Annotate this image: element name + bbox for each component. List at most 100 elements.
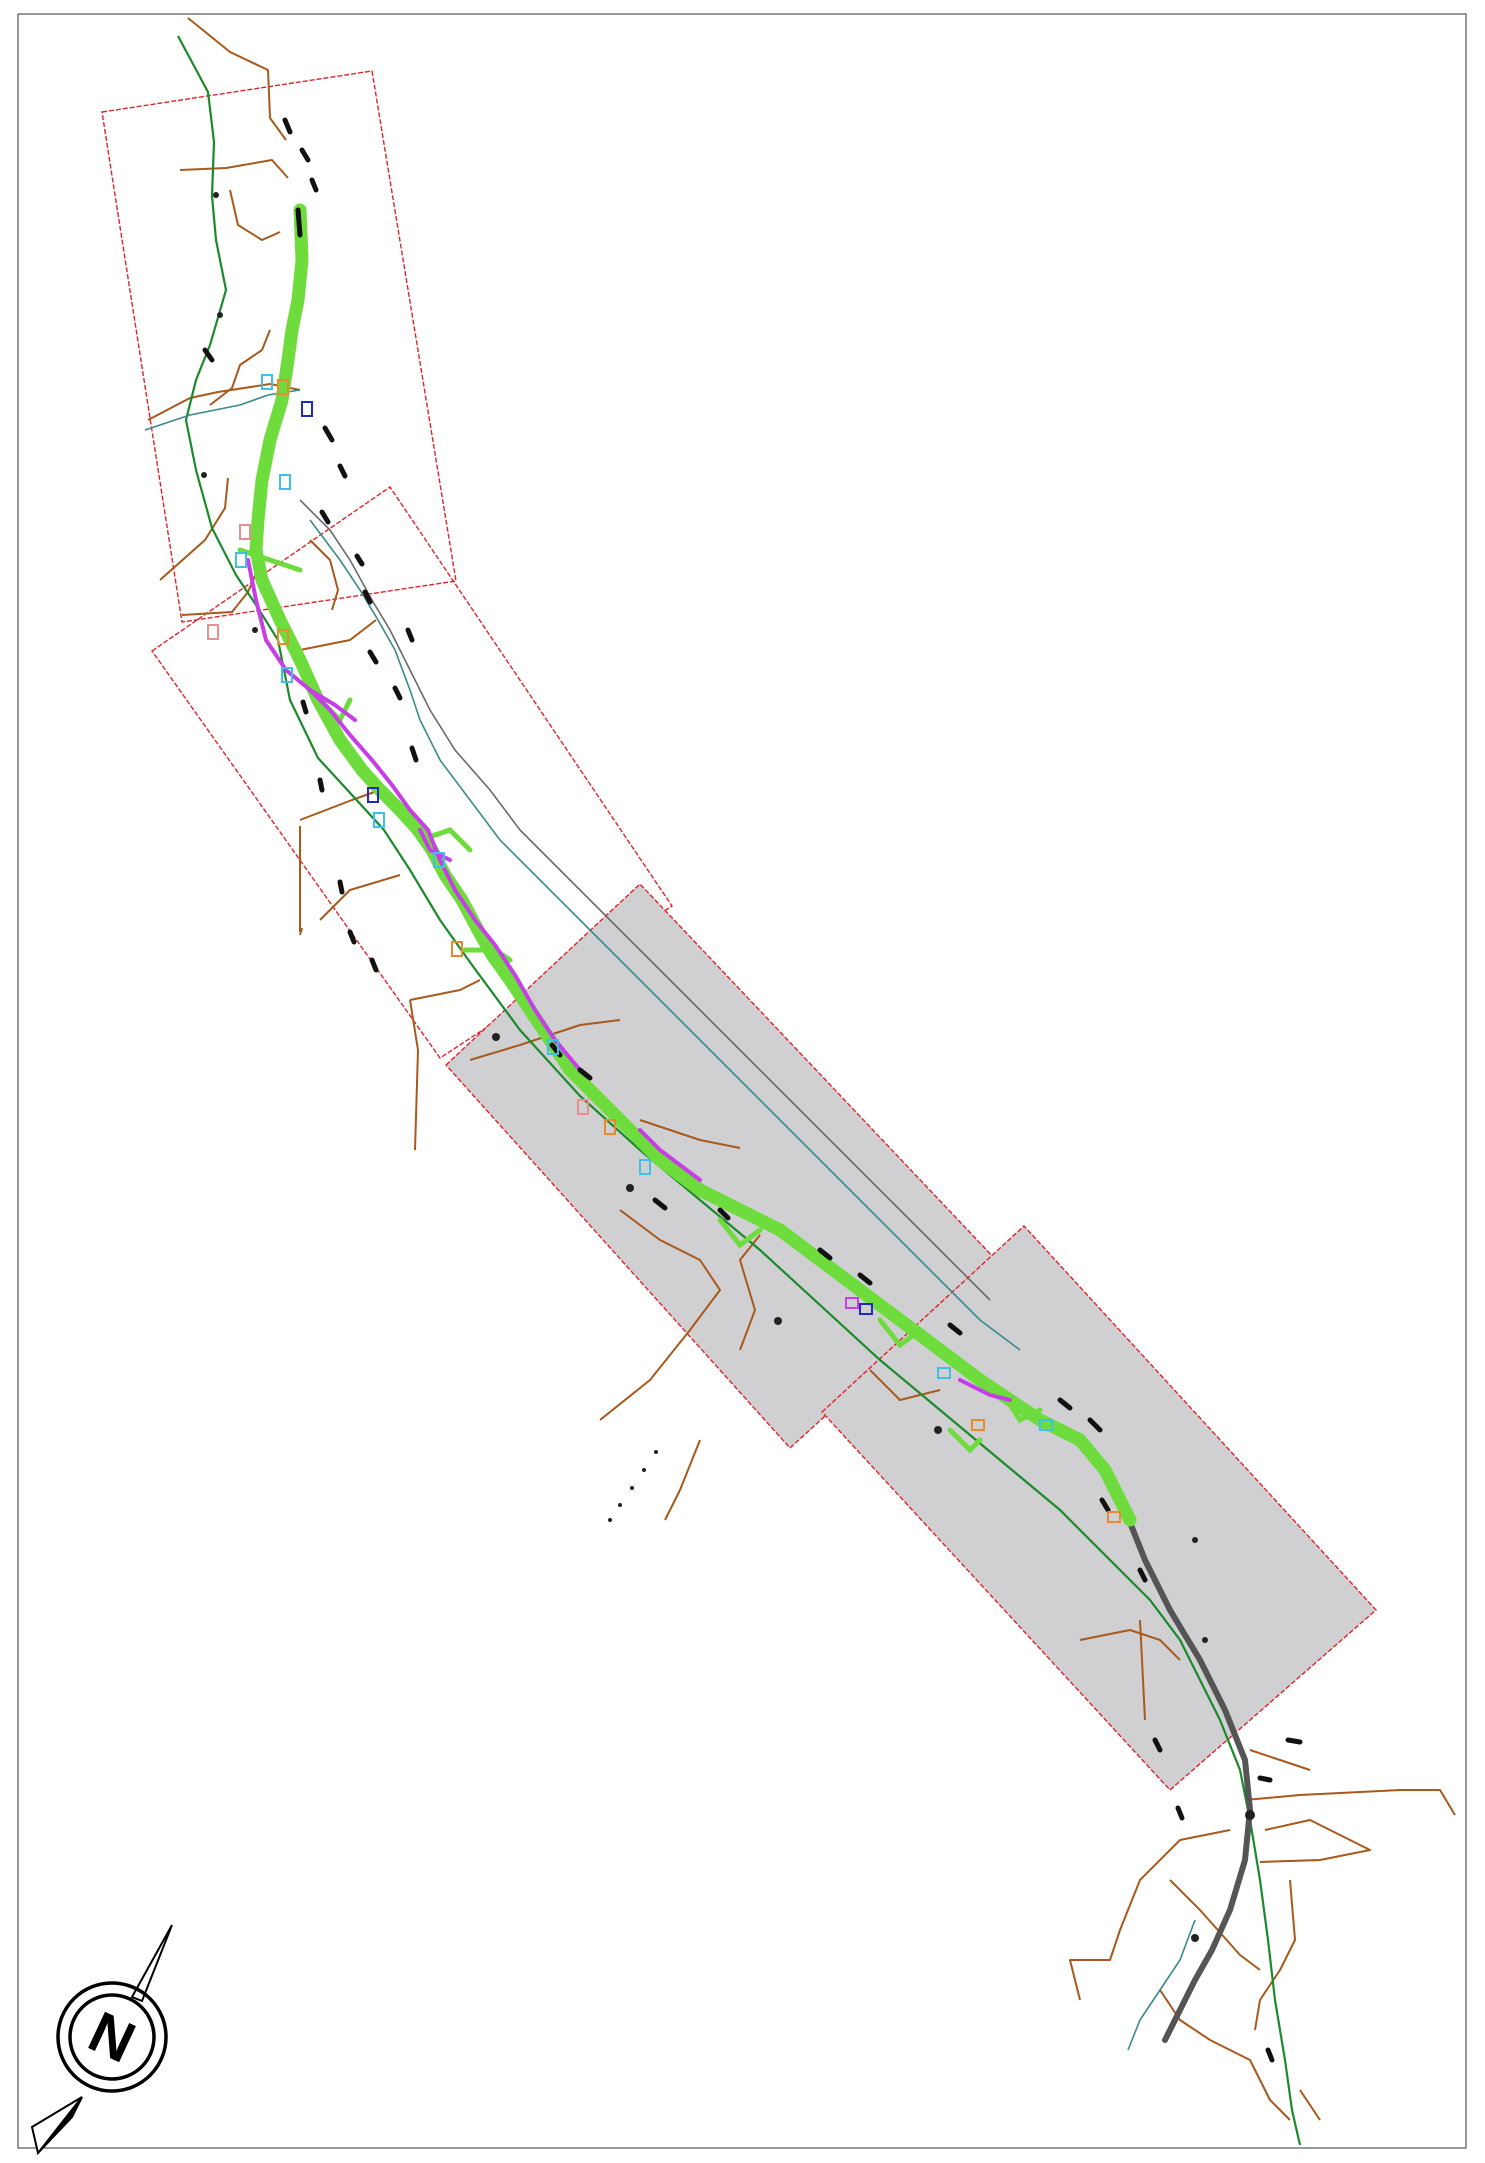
marker-box <box>433 852 445 868</box>
sheet-1-outline <box>101 70 457 623</box>
marker-box <box>301 401 313 417</box>
marker-box <box>277 379 289 395</box>
structure <box>354 553 365 567</box>
structure <box>409 745 419 763</box>
structure <box>1257 1775 1273 1783</box>
marker-box <box>639 1159 651 1175</box>
road <box>309 539 339 611</box>
road <box>1299 2089 1321 2121</box>
structure <box>577 1067 593 1081</box>
road <box>1139 1619 1146 1721</box>
road <box>599 1209 721 1421</box>
structure <box>1175 1805 1185 1821</box>
point-feature <box>774 1317 782 1325</box>
corridor-branch <box>237 547 303 573</box>
service-line <box>299 499 991 1301</box>
linear-features <box>144 35 1302 2146</box>
structure <box>347 929 357 945</box>
structure <box>319 509 331 525</box>
point-feature <box>213 192 219 198</box>
corridor-branch <box>947 1427 983 1454</box>
point-feature <box>1192 1537 1198 1543</box>
structure <box>652 1197 668 1211</box>
marker-box <box>277 629 289 645</box>
structure <box>299 147 311 163</box>
marker-box <box>373 812 385 828</box>
marker-box <box>207 624 219 640</box>
road <box>299 619 377 651</box>
alternative-route <box>308 688 357 722</box>
marker-box <box>859 1303 873 1315</box>
structure <box>1099 1497 1111 1513</box>
point-features <box>201 192 1255 1942</box>
structure <box>317 777 325 793</box>
structure <box>1265 2047 1275 2063</box>
structure <box>337 463 348 479</box>
structure <box>282 117 293 135</box>
structure <box>202 347 215 363</box>
alternative-alignment <box>246 558 1012 1402</box>
road <box>299 789 381 821</box>
structure <box>1285 1737 1303 1745</box>
structure <box>1057 1397 1073 1411</box>
structure <box>1087 1417 1103 1433</box>
structure <box>309 177 319 193</box>
alternative-route <box>246 558 582 1072</box>
road <box>1249 1749 1311 1771</box>
point-feature <box>618 1503 622 1507</box>
north-arrow-ring <box>56 1981 168 2093</box>
point-feature <box>642 1468 646 1472</box>
marker-box <box>1039 1419 1053 1431</box>
point-feature <box>252 627 258 633</box>
road <box>159 477 229 581</box>
road <box>664 1439 701 1521</box>
marker-box <box>261 374 273 390</box>
road <box>1069 1829 1231 2001</box>
road <box>869 1369 941 1401</box>
road <box>209 329 271 406</box>
marker-boxes <box>207 374 1121 1523</box>
structure <box>300 699 309 715</box>
road <box>1259 1819 1371 1863</box>
structure <box>392 685 403 701</box>
structure <box>857 1272 873 1286</box>
north-arrow-tail-light <box>30 2096 83 2156</box>
structure <box>1152 1737 1163 1753</box>
marker-box <box>279 474 291 490</box>
marker-box <box>451 941 463 957</box>
point-feature <box>217 312 223 318</box>
point-feature <box>608 1518 612 1522</box>
map-frame <box>17 13 1467 2149</box>
structure <box>295 207 303 238</box>
alternative-route <box>638 1128 702 1182</box>
structure <box>369 957 379 973</box>
road <box>179 159 289 179</box>
corridor-branch <box>877 1317 943 1349</box>
marker-box <box>367 787 379 803</box>
point-feature <box>1191 1934 1199 1942</box>
north-arrow: N <box>30 1924 173 2156</box>
structure <box>337 879 345 895</box>
point-feature <box>630 1486 634 1490</box>
road <box>639 1119 741 1149</box>
structure <box>367 649 379 665</box>
structures <box>202 117 1303 2063</box>
railway <box>177 35 1302 2146</box>
structure <box>322 425 335 443</box>
corridor-main <box>249 203 1137 1527</box>
road <box>187 17 287 141</box>
structure <box>362 589 373 605</box>
structure <box>405 627 415 643</box>
road <box>1244 1789 1456 1816</box>
road <box>319 874 401 921</box>
structure <box>717 1207 731 1221</box>
structure <box>817 1247 833 1261</box>
north-arrow-pointer <box>130 1924 173 2003</box>
marker-box <box>1107 1511 1121 1523</box>
marker-box <box>845 1297 859 1309</box>
road <box>409 979 481 1001</box>
point-feature <box>201 472 207 478</box>
road <box>739 1234 761 1351</box>
marker-box <box>937 1367 951 1379</box>
